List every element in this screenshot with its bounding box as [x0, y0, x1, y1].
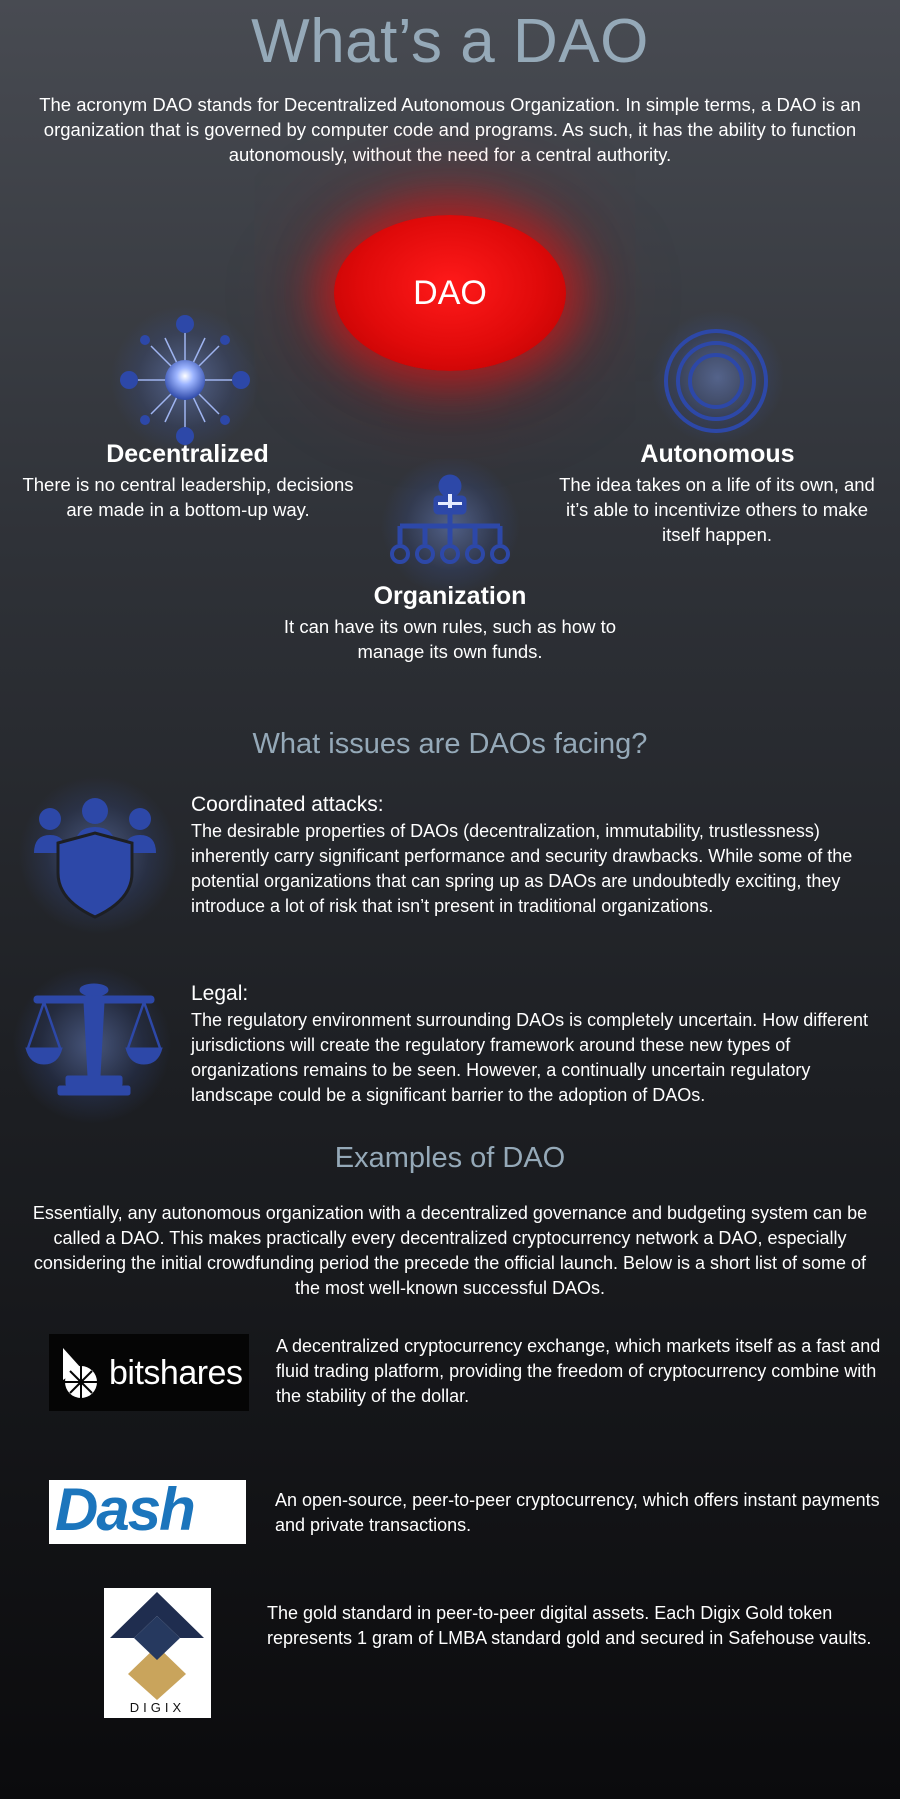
issue-text-attacks: The desirable properties of DAOs (decent… — [191, 821, 853, 916]
concentric-circles-icon — [664, 329, 768, 433]
digix-text: The gold standard in peer-to-peer digita… — [267, 1603, 872, 1648]
examples-intro: Essentially, any autonomous organization… — [32, 1203, 868, 1298]
issue-title-attacks: Coordinated attacks: — [191, 793, 384, 816]
digix-logo: DIGIX — [104, 1588, 211, 1718]
dash-text: An open-source, peer-to-peer cryptocurre… — [275, 1490, 880, 1535]
network-hub-icon — [120, 315, 250, 445]
intro-text: The acronym DAO stands for Decentralized… — [39, 94, 861, 165]
decentralized-heading: Decentralized — [106, 440, 269, 468]
shield-group-icon — [34, 798, 156, 919]
digix-logo-text: DIGIX — [129, 1700, 186, 1715]
issue-text-legal: The regulatory environment surrounding D… — [191, 1010, 868, 1105]
organization-text: It can have its own rules, such as how t… — [283, 616, 617, 662]
dash-logo: Dash — [49, 1476, 246, 1544]
autonomous-heading: Autonomous — [640, 440, 795, 468]
issue-title-legal: Legal: — [191, 982, 249, 1005]
bitshares-logo: bitshares — [49, 1334, 249, 1411]
dash-logo-text: Dash — [55, 1476, 196, 1543]
scales-icon — [25, 983, 163, 1096]
bitshares-text: A decentralized cryptocurrency exchange,… — [276, 1336, 881, 1406]
page-title: What’s a DAO — [251, 7, 649, 76]
bitshares-logo-text: bitshares — [109, 1354, 243, 1392]
decentralized-text: There is no central leadership, decision… — [22, 474, 354, 520]
issues-heading: What issues are DAOs facing? — [252, 728, 648, 760]
bitshares-mark-icon — [63, 1348, 97, 1398]
digix-mark-icon — [110, 1592, 204, 1700]
organization-heading: Organization — [373, 582, 527, 610]
dao-center-oval: DAO — [334, 215, 566, 371]
examples-heading: Examples of DAO — [334, 1142, 566, 1174]
autonomous-text: The idea takes on a life of its own, and… — [559, 474, 875, 545]
org-chart-icon — [390, 474, 510, 564]
dao-center-label: DAO — [413, 273, 487, 312]
